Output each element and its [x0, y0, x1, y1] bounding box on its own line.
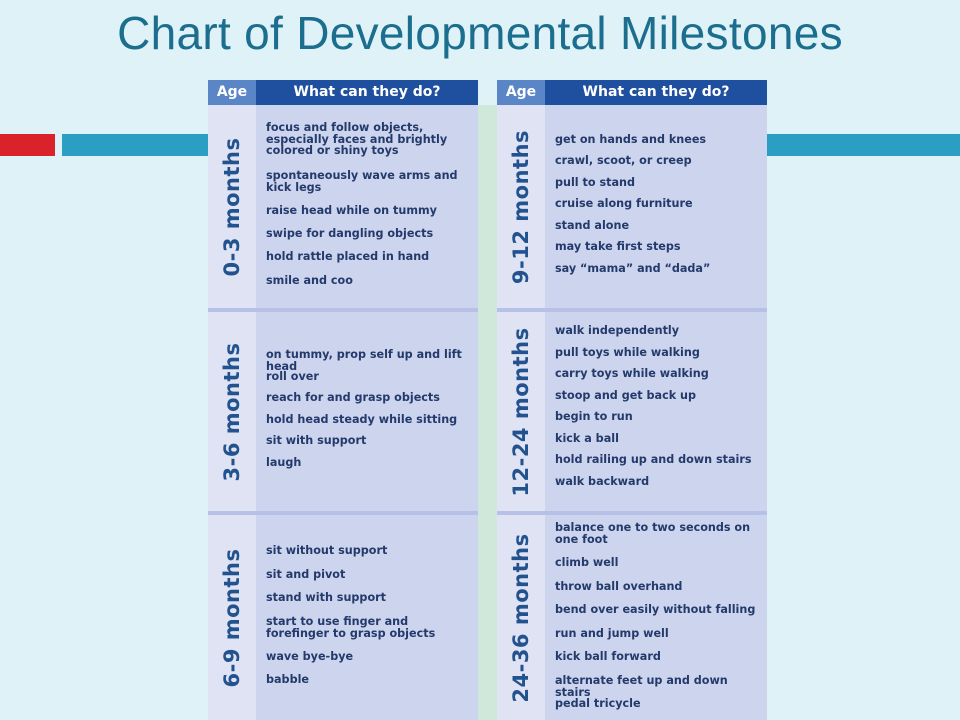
milestone-item: raise head while on tummy: [266, 204, 437, 217]
age-label: 0-3 months: [220, 137, 244, 276]
milestone-item: swipe for dangling objects: [266, 227, 434, 240]
age-label: 9-12 months: [509, 129, 533, 284]
header-what: What can they do?: [582, 84, 730, 100]
header-age: Age: [208, 80, 256, 105]
section-12-24-months: 12-24 months walk independently pull toy…: [497, 312, 767, 511]
milestone-item: carry toys while walking: [555, 367, 709, 380]
section-divider: [208, 511, 478, 515]
milestone-item: stand with support: [266, 591, 386, 604]
milestone-item: focus and follow objects, especially fac…: [266, 121, 448, 157]
milestone-item: kick a ball: [555, 432, 619, 445]
milestone-item: pull toys while walking: [555, 346, 700, 359]
milestone-item: wave bye-bye: [266, 650, 354, 663]
milestone-item: walk independently: [555, 324, 680, 337]
age-cell: 3-6 months: [208, 312, 256, 511]
table-header: Age What can they do?: [208, 80, 478, 105]
section-6-9-months: 6-9 months sit without support sit and p…: [208, 515, 478, 720]
milestone-item: pedal tricycle: [555, 697, 641, 710]
milestone-item: hold head steady while sitting: [266, 413, 458, 426]
section-divider: [497, 308, 767, 312]
milestone-item: pull to stand: [555, 176, 635, 189]
milestone-item: bend over easily without falling: [555, 603, 756, 616]
accent-bar-blue-left: [62, 134, 208, 156]
milestone-item: begin to run: [555, 410, 633, 423]
milestone-item: may take first steps: [555, 240, 681, 253]
section-3-6-months: 3-6 months on tummy, prop self up and li…: [208, 312, 478, 511]
milestone-item: crawl, scoot, or creep: [555, 154, 692, 167]
milestone-item: balance one to two seconds on one foot: [555, 521, 751, 546]
milestone-item: sit without support: [266, 544, 388, 557]
milestone-item: on tummy, prop self up and lift head: [266, 348, 462, 373]
section-24-36-months: 24-36 months balance one to two seconds …: [497, 515, 767, 720]
milestone-item: spontaneously wave arms and kick legs: [266, 169, 458, 194]
milestone-item: laugh: [266, 456, 302, 469]
milestones-table-left: Age What can they do? 0-3 months focus a…: [208, 80, 478, 720]
header-age: Age: [497, 80, 545, 105]
milestone-item: stand alone: [555, 219, 630, 232]
header-what: What can they do?: [293, 84, 441, 100]
milestone-item: reach for and grasp objects: [266, 391, 440, 404]
milestones-table-right: Age What can they do? 9-12 months get on…: [497, 80, 767, 720]
milestone-item: smile and coo: [266, 274, 353, 287]
milestone-item: stoop and get back up: [555, 389, 697, 402]
milestone-item: start to use finger and forefinger to gr…: [266, 615, 436, 640]
milestone-item: walk backward: [555, 475, 650, 488]
table-header: Age What can they do?: [497, 80, 767, 105]
milestone-item: roll over: [266, 370, 319, 383]
milestone-item: sit with support: [266, 434, 367, 447]
milestone-item: throw ball overhand: [555, 580, 683, 593]
milestone-item: hold railing up and down stairs: [555, 453, 752, 466]
age-cell: 12-24 months: [497, 312, 545, 511]
age-label: 6-9 months: [220, 548, 244, 687]
milestone-item: cruise along furniture: [555, 197, 693, 210]
age-label: 24-36 months: [509, 532, 533, 703]
milestone-item: kick ball forward: [555, 650, 661, 663]
column-gap: [478, 105, 498, 720]
age-label: 3-6 months: [220, 342, 244, 481]
age-cell: 9-12 months: [497, 105, 545, 308]
milestone-item: say “mama” and “dada”: [555, 262, 711, 275]
accent-bar-blue-right: [767, 134, 960, 156]
milestone-item: babble: [266, 673, 309, 686]
milestone-item: hold rattle placed in hand: [266, 250, 430, 263]
page-title: Chart of Developmental Milestones: [117, 7, 843, 59]
accent-bar-red: [0, 134, 55, 156]
section-divider: [208, 308, 478, 312]
age-cell: 0-3 months: [208, 105, 256, 308]
section-0-3-months: 0-3 months focus and follow objects, esp…: [208, 105, 478, 308]
milestone-item: alternate feet up and down stairs: [555, 674, 728, 699]
milestone-item: get on hands and knees: [555, 133, 707, 146]
section-divider: [497, 511, 767, 515]
age-cell: 24-36 months: [497, 515, 545, 720]
age-cell: 6-9 months: [208, 515, 256, 720]
section-9-12-months: 9-12 months get on hands and knees crawl…: [497, 105, 767, 308]
milestone-item: run and jump well: [555, 627, 669, 640]
milestone-item: sit and pivot: [266, 568, 346, 581]
age-label: 12-24 months: [509, 326, 533, 497]
milestone-item: climb well: [555, 556, 619, 569]
